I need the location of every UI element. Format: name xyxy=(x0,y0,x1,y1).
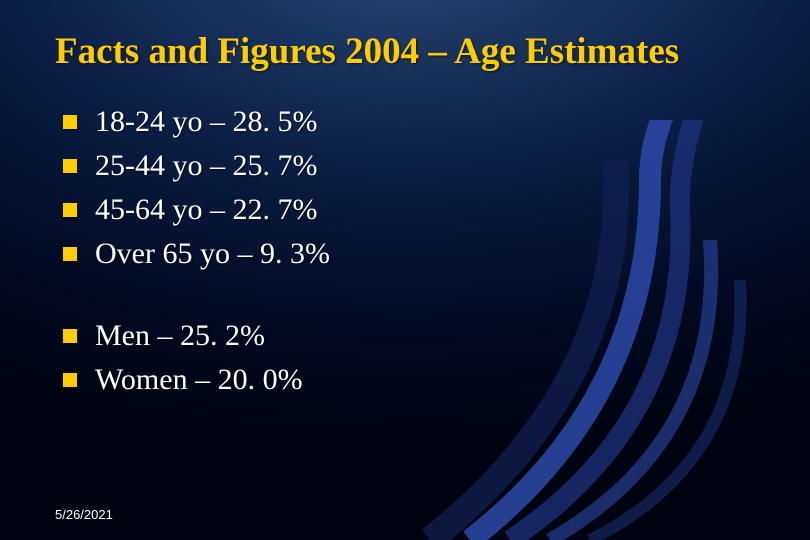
bullet-square-icon xyxy=(63,329,77,343)
slide: Facts and Figures 2004 – Age Estimates 1… xyxy=(0,0,810,540)
bullet-text: 25-44 yo – 25. 7% xyxy=(95,149,317,183)
bullet-text: Women – 20. 0% xyxy=(95,363,303,397)
slide-title: Facts and Figures 2004 – Age Estimates xyxy=(55,30,755,73)
bullet-square-icon xyxy=(63,159,77,173)
bullet-text: Men – 25. 2% xyxy=(95,319,265,353)
bullet-group-gender: Men – 25. 2% Women – 20. 0% xyxy=(63,319,755,397)
list-item: 18-24 yo – 28. 5% xyxy=(63,105,755,139)
list-item: Over 65 yo – 9. 3% xyxy=(63,237,755,271)
list-item: 25-44 yo – 25. 7% xyxy=(63,149,755,183)
bullet-square-icon xyxy=(63,115,77,129)
bullet-square-icon xyxy=(63,373,77,387)
list-item: 45-64 yo – 22. 7% xyxy=(63,193,755,227)
bullet-square-icon xyxy=(63,247,77,261)
bullet-group-age: 18-24 yo – 28. 5% 25-44 yo – 25. 7% 45-6… xyxy=(63,105,755,271)
bullet-square-icon xyxy=(63,203,77,217)
list-item: Men – 25. 2% xyxy=(63,319,755,353)
bullet-text: 18-24 yo – 28. 5% xyxy=(95,105,317,139)
list-item: Women – 20. 0% xyxy=(63,363,755,397)
bullet-text: 45-64 yo – 22. 7% xyxy=(95,193,317,227)
bullet-text: Over 65 yo – 9. 3% xyxy=(95,237,330,271)
footer-date: 5/26/2021 xyxy=(55,507,113,522)
